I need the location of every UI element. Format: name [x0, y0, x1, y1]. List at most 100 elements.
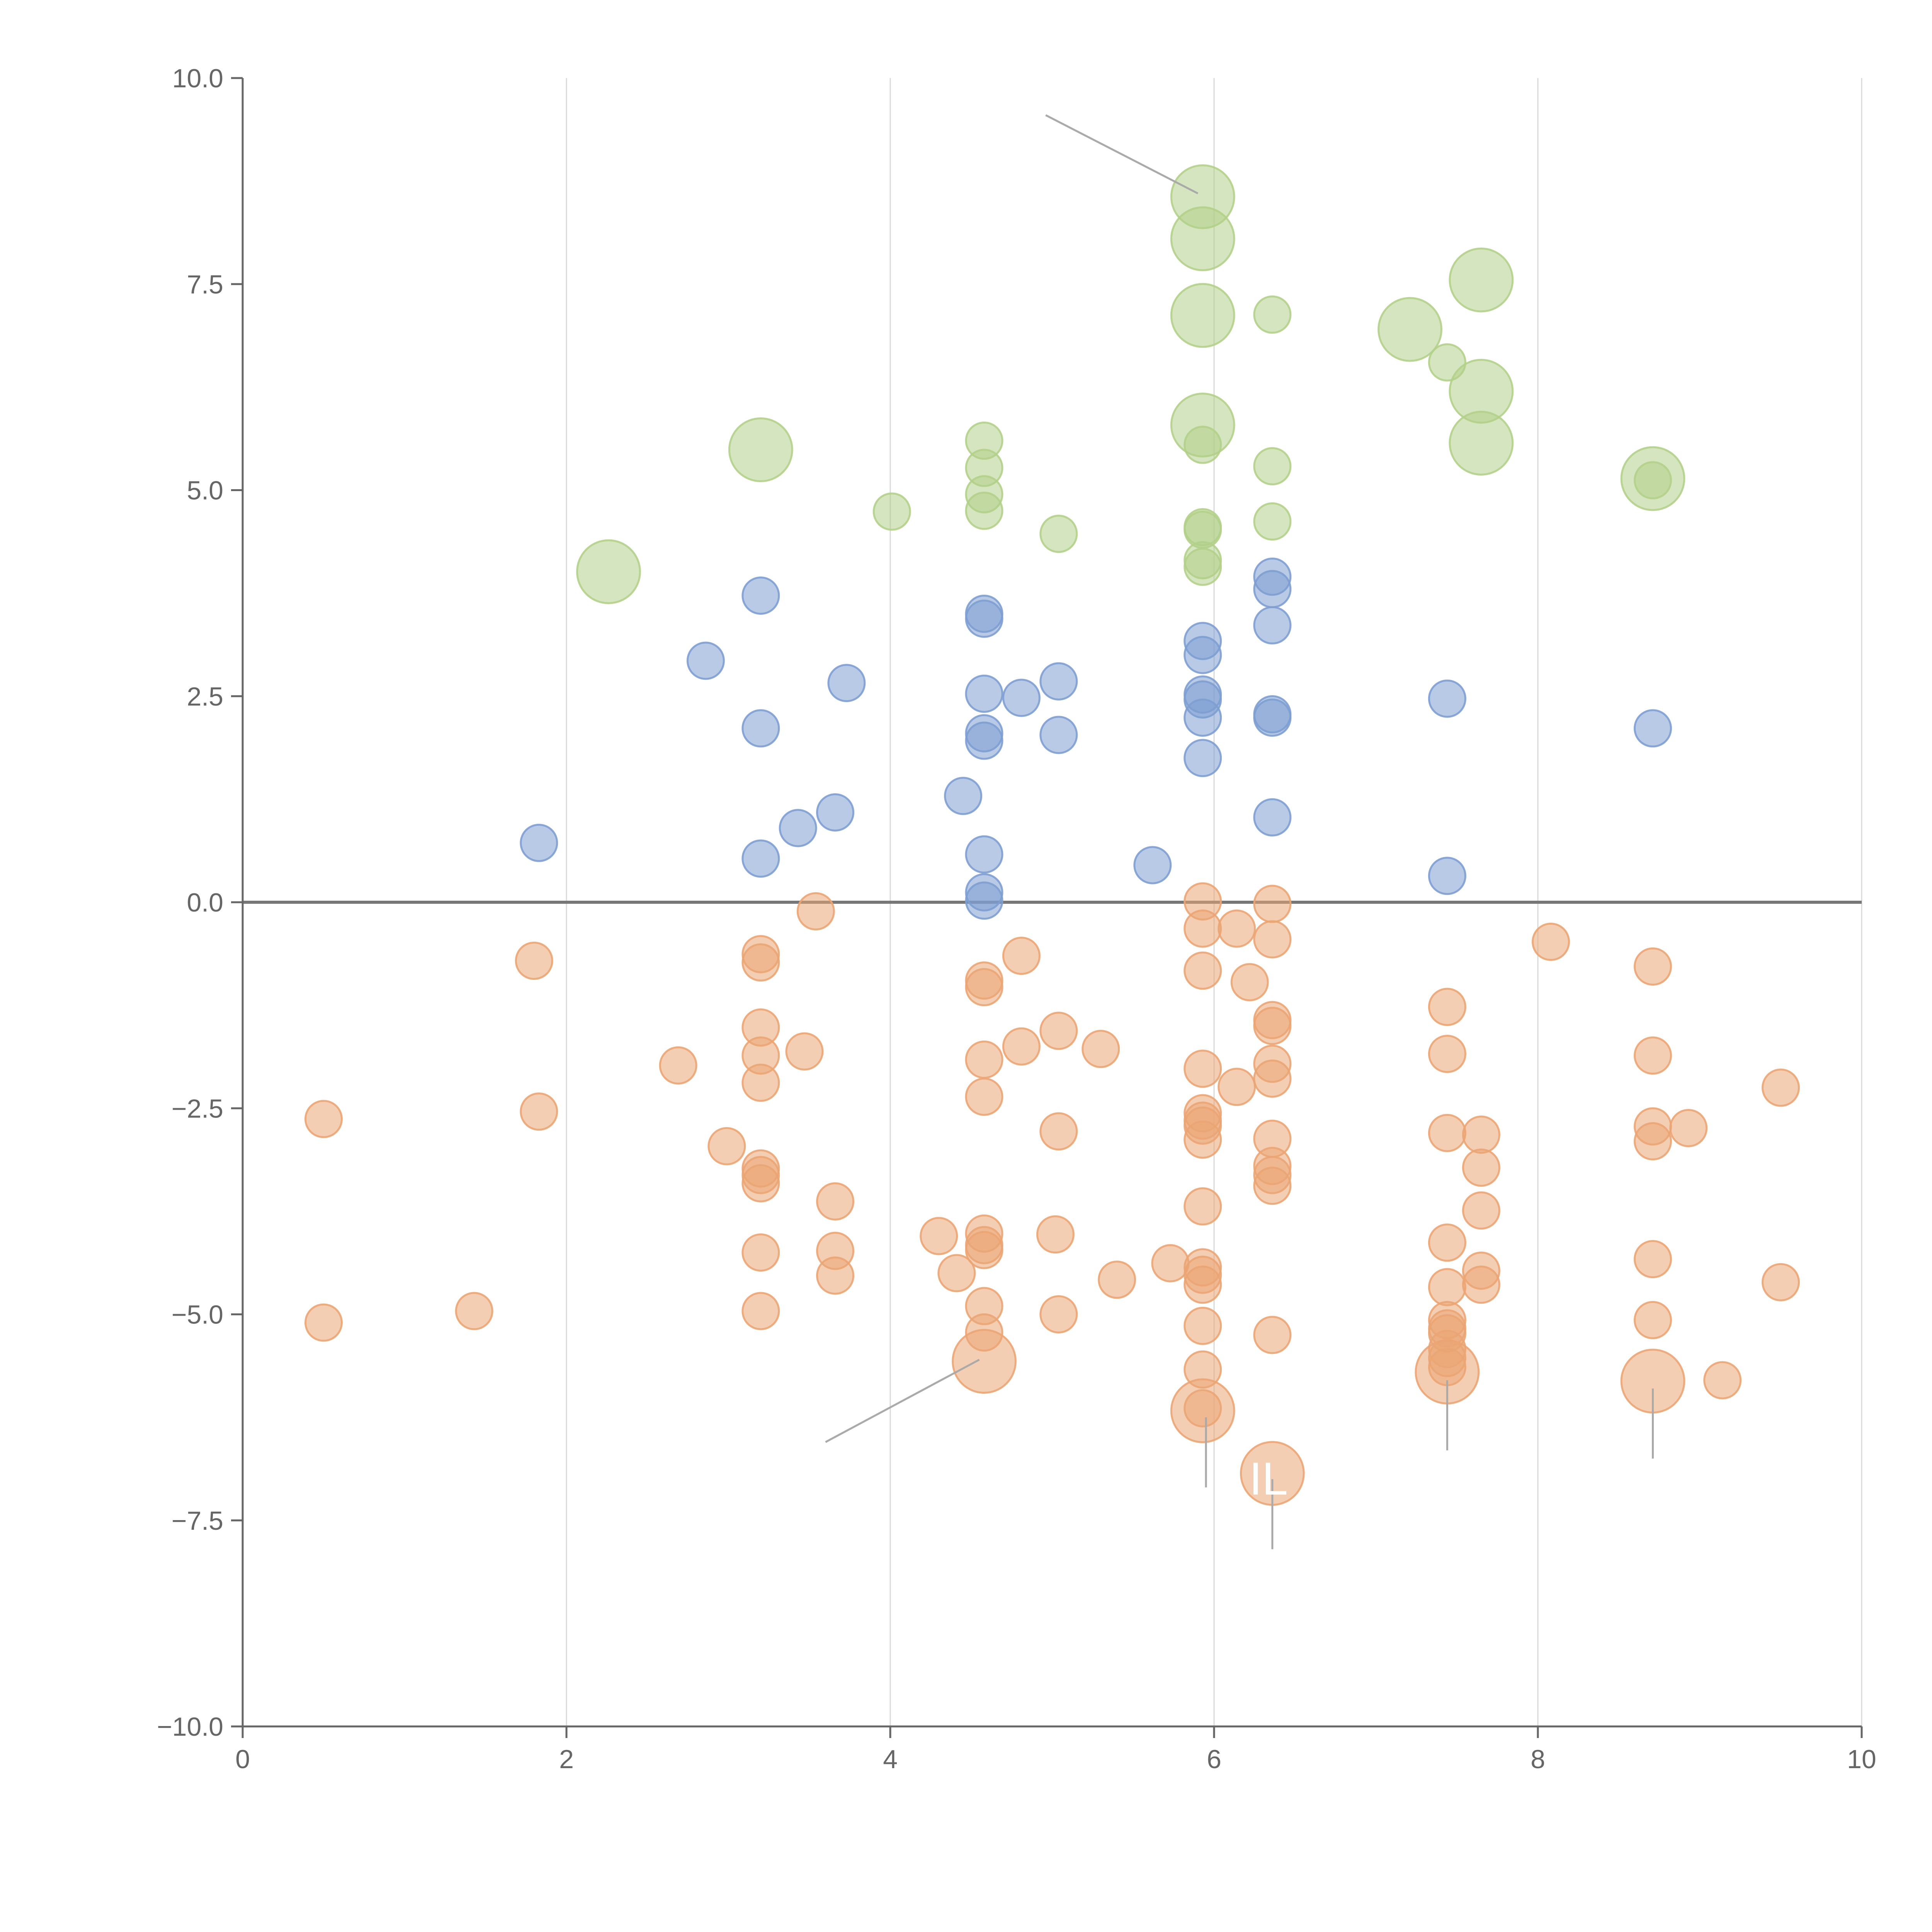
y-tick-label-7: 7.5	[187, 270, 223, 299]
point-orange-36	[1036, 1215, 1075, 1254]
point-blue-3	[742, 709, 780, 748]
y-tick-label-5: 2.5	[187, 682, 223, 711]
point-blue-5	[779, 809, 817, 847]
point-orange-92	[1633, 947, 1672, 986]
point-blue-2	[686, 641, 725, 680]
point-green-24	[1449, 411, 1514, 476]
point-blue-29	[1253, 606, 1292, 645]
x-tick-label-0: 0	[235, 1745, 250, 1774]
point-orange-21	[816, 1256, 855, 1295]
x-tick-label-2: 4	[883, 1745, 898, 1774]
annotation-label-3: IL	[1249, 1453, 1288, 1505]
point-orange-41	[1098, 1260, 1136, 1299]
point-orange-1	[304, 1303, 343, 1342]
point-blue-18	[1039, 662, 1078, 701]
point-orange-67	[1253, 1059, 1292, 1098]
point-orange-101	[1762, 1068, 1800, 1107]
point-orange-95	[1633, 1122, 1672, 1161]
point-blue-8	[944, 777, 983, 815]
point-orange-37	[1039, 1012, 1078, 1050]
point-orange-62	[1253, 884, 1292, 923]
point-orange-65	[1253, 1007, 1292, 1045]
point-orange-88	[1462, 1191, 1500, 1230]
point-blue-26	[1184, 739, 1222, 777]
point-orange-39	[1039, 1295, 1078, 1333]
point-orange-33	[952, 1329, 1017, 1394]
y-tick-label-0: −10.0	[157, 1712, 223, 1742]
point-orange-74	[1428, 988, 1466, 1026]
point-orange-96	[1633, 1240, 1672, 1279]
point-orange-22	[920, 1217, 958, 1255]
point-orange-58	[1170, 1378, 1235, 1443]
data-points	[304, 164, 1800, 1506]
point-orange-19	[816, 1182, 855, 1221]
point-blue-32	[1253, 798, 1292, 837]
point-orange-97	[1633, 1301, 1672, 1339]
point-orange-2	[455, 1292, 493, 1330]
point-orange-42	[1151, 1244, 1190, 1282]
point-green-19	[1253, 502, 1292, 541]
point-orange-38	[1039, 1112, 1078, 1151]
point-green-18	[1253, 447, 1292, 486]
point-orange-34	[1002, 937, 1041, 975]
x-tick-label-4: 8	[1531, 1745, 1545, 1774]
point-orange-44	[1184, 909, 1222, 948]
point-orange-54	[1184, 1265, 1222, 1304]
point-green-7	[1039, 515, 1078, 553]
point-orange-8	[742, 943, 780, 982]
point-orange-86	[1462, 1116, 1500, 1154]
point-blue-13	[965, 721, 1003, 760]
point-blue-6	[816, 793, 855, 832]
point-orange-71	[1253, 1167, 1292, 1205]
point-orange-91	[1532, 922, 1570, 961]
y-tick-label-1: −7.5	[172, 1506, 223, 1536]
point-orange-45	[1184, 951, 1222, 990]
point-orange-26	[965, 1040, 1003, 1079]
point-orange-59	[1218, 909, 1256, 948]
x-tick-label-5: 10	[1847, 1745, 1876, 1774]
point-blue-11	[965, 674, 1003, 713]
y-tick-label-4: 0.0	[187, 888, 223, 917]
point-orange-4	[520, 1092, 558, 1131]
point-orange-63	[1253, 920, 1292, 959]
point-orange-93	[1633, 1036, 1672, 1075]
point-blue-35	[1633, 709, 1672, 748]
point-blue-4	[742, 839, 780, 878]
point-green-6	[965, 492, 1003, 530]
point-blue-17	[1002, 679, 1041, 717]
y-tick-label-8: 10.0	[172, 64, 223, 93]
point-orange-90	[1462, 1265, 1500, 1304]
point-green-20	[1378, 297, 1442, 362]
point-orange-0	[304, 1100, 343, 1138]
point-blue-22	[1184, 636, 1222, 674]
point-green-17	[1253, 295, 1292, 334]
point-blue-34	[1428, 857, 1466, 895]
point-orange-35	[1002, 1027, 1041, 1066]
point-orange-30	[965, 1231, 1003, 1269]
point-green-0	[576, 539, 641, 604]
point-orange-75	[1428, 1034, 1466, 1073]
point-green-12	[1184, 425, 1222, 464]
point-orange-60	[1218, 1068, 1256, 1106]
axes: 0 2 4 6 8 10 −10.0 −7.5 −5.0 −2.5 0.0 2.5 5.0 7.5 10.0	[157, 64, 1876, 1774]
point-orange-11	[742, 1063, 780, 1102]
point-green-10	[1170, 283, 1235, 348]
point-orange-23	[937, 1254, 976, 1293]
point-orange-78	[1428, 1268, 1466, 1306]
annotations: IL	[825, 114, 1654, 1549]
point-blue-31	[1253, 698, 1292, 737]
point-orange-77	[1428, 1223, 1466, 1262]
point-orange-18	[796, 892, 835, 930]
point-blue-0	[520, 823, 558, 862]
point-orange-46	[1184, 1049, 1222, 1088]
y-tick-label-6: 5.0	[187, 476, 223, 505]
point-green-26	[1633, 461, 1672, 500]
point-orange-76	[1428, 1114, 1466, 1152]
point-orange-17	[785, 1032, 824, 1071]
point-orange-61	[1230, 963, 1269, 1002]
point-green-9	[1170, 206, 1235, 271]
point-orange-14	[742, 1164, 780, 1202]
point-orange-102	[1762, 1263, 1800, 1301]
point-green-22	[1449, 247, 1514, 313]
